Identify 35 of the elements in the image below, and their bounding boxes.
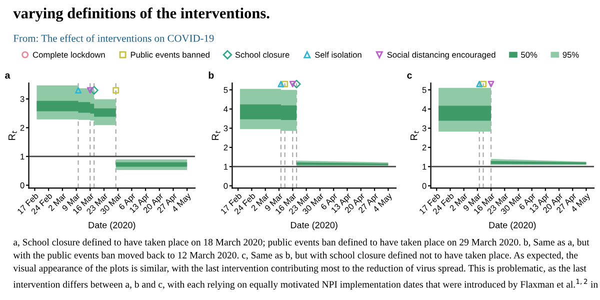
y-tick-label: 5: [422, 87, 426, 93]
y-tick-label: 5: [224, 87, 228, 93]
y-tick-label: 3: [224, 125, 228, 132]
legend-label: Public events banned: [130, 52, 210, 58]
y-tick-label: 1: [422, 164, 426, 170]
y-axis-title: R$_{t}$: [8, 130, 17, 140]
y-tick-label: 0: [224, 182, 228, 189]
y-tick-label: 4: [422, 106, 426, 112]
y-tick-label: 2: [20, 124, 24, 131]
text: c: [407, 73, 412, 79]
y-tick-label: 1: [224, 164, 228, 170]
legend-label: 95%: [562, 52, 579, 58]
y-axis-title: R$_{t}$: [212, 130, 220, 140]
chart-title: varying definitions of the interventions.: [13, 8, 270, 22]
text: b: [208, 72, 214, 79]
y-tick-label: 0: [20, 182, 24, 188]
legend-label: Self isolation: [315, 52, 362, 58]
legend-label: School closure: [235, 52, 290, 58]
legend-label: Social distancing encouraged: [387, 52, 496, 60]
x-axis-title: Date (2020): [291, 222, 338, 230]
y-tick-label: 1: [20, 154, 24, 160]
y-tick-label: 0: [422, 182, 426, 189]
y-tick-label: 3: [422, 125, 426, 132]
text: a: [5, 73, 10, 79]
y-tick-label: 2: [422, 144, 426, 150]
y-axis-title: R$_{t}$: [410, 130, 419, 140]
legend-label: 50%: [521, 52, 538, 58]
x-axis-title: Date (2020): [88, 222, 136, 230]
y-tick-label: 3: [20, 96, 24, 102]
y-tick-label: 4: [224, 106, 228, 112]
y-tick-label: 2: [224, 144, 228, 150]
chart-subtitle: From: The effect of interventions on COVID-19: [14, 34, 214, 42]
text: a, School closure defined to have taken place on 18 March 2020; public events ban defined to have taken place on 29 March 2020. b, Same as a, but with the public events ban moved back to 12 March 2020. c, Same as b, but with school closure defined not to have taken place. As expected, the visual appearance of the plots is similar, with the last intervention contributing most to the reduction of virus spread. This is problematic, as the last intervention differs between a, b and c, with each relying on equally motivated NPI implementation dates that were introduced by Flaxman et al.$^{1,2}$ in: [13, 238, 598, 290]
x-axis-title: Date (2020): [489, 222, 536, 230]
legend-label: Complete lockdown: [32, 52, 105, 60]
